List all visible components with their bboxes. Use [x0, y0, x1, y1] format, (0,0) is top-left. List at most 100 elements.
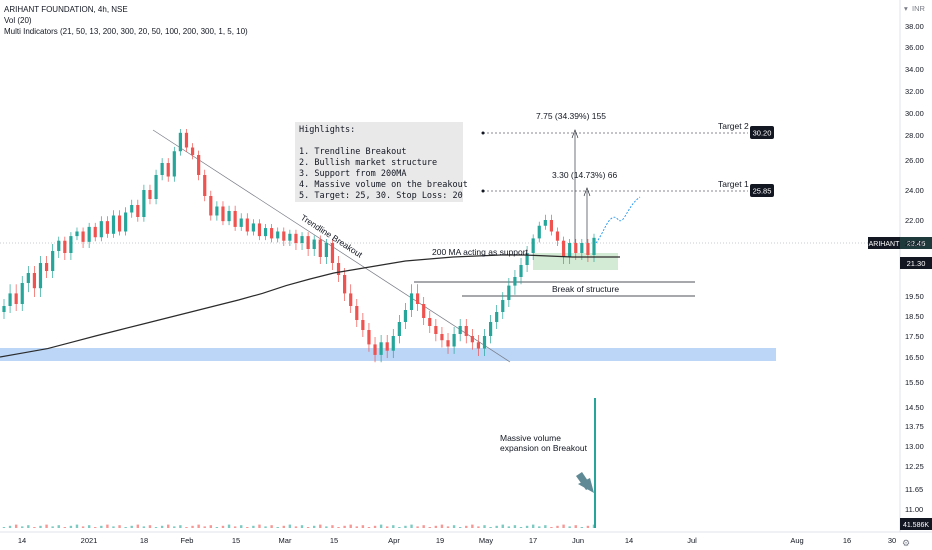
- candle-body: [209, 196, 213, 216]
- break-structure-label: Break of structure: [552, 284, 619, 294]
- volume-bar: [197, 524, 200, 528]
- price-tick-label: 24.00: [905, 186, 924, 195]
- candle-body: [397, 322, 401, 336]
- highlight-item: 5. Target: 25, 30. Stop Loss: 20: [299, 191, 463, 201]
- currency-dropdown-icon[interactable]: ▾: [904, 4, 908, 13]
- candle-body: [537, 225, 541, 239]
- candle-body: [373, 344, 377, 355]
- volume-bar: [179, 525, 182, 528]
- volume-bar: [142, 526, 146, 528]
- volume-bar: [112, 526, 115, 528]
- volume-bar: [173, 526, 176, 528]
- volume-bar: [136, 524, 140, 528]
- volume-bar: [221, 525, 225, 528]
- candle-body: [464, 326, 468, 336]
- time-tick-label: Feb: [181, 536, 194, 545]
- target1-measure-text: 3.30 (14.73%) 66: [552, 170, 617, 180]
- time-tick-label: 18: [140, 536, 148, 545]
- candle-body: [349, 293, 353, 306]
- volume-bar: [33, 527, 36, 528]
- candle-body: [105, 221, 110, 234]
- candle-body: [385, 342, 389, 351]
- volume-bar: [2, 527, 6, 528]
- volume-bar: [203, 526, 206, 528]
- time-axis[interactable]: 14 2021 18 Feb 15 Mar 15 Apr 19 May 17 Jun 14 Jul Aug 1…: [18, 536, 896, 545]
- volume-bar: [124, 527, 127, 528]
- multi-indicators-label[interactable]: Multi Indicators (21, 50, 13, 200, 300, …: [4, 27, 248, 36]
- volume-bar: [343, 525, 346, 528]
- price-tick-label: 26.00: [905, 156, 924, 165]
- volume-bar: [288, 524, 292, 528]
- candle-body: [519, 265, 523, 277]
- candle-body: [470, 336, 474, 343]
- candle-body: [227, 211, 231, 222]
- volume-indicator-label[interactable]: Vol (20): [4, 16, 32, 25]
- candle-body: [531, 238, 535, 253]
- time-tick-label: 16: [843, 536, 851, 545]
- chart-title: ARIHANT FOUNDATION, 4h, NSE: [4, 5, 128, 14]
- volume-bar: [398, 527, 401, 528]
- volume-arrow-head: [578, 478, 594, 493]
- volume-bar: [434, 525, 438, 528]
- volume-bar: [276, 527, 279, 528]
- highlights-box: Highlights: 1. Trendline Breakout 2. Bul…: [295, 122, 468, 202]
- candle-body: [482, 336, 487, 349]
- svg-text:30.20: 30.20: [753, 129, 772, 138]
- volume-bar: [319, 524, 322, 528]
- candle-body: [136, 205, 140, 217]
- symbol-price-tag[interactable]: ARIHANT 22.45: [868, 237, 932, 249]
- target2-start-dot: [481, 131, 485, 135]
- candle-body: [452, 334, 456, 347]
- volume-bar: [574, 525, 577, 528]
- candle-body: [276, 231, 280, 239]
- price-tick-label: 11.65: [905, 485, 923, 494]
- candle-body: [440, 334, 444, 341]
- candle-body: [422, 304, 426, 318]
- target1-arrowhead: [583, 187, 591, 197]
- candle-body: [203, 175, 207, 196]
- price-tick-label: 19.50: [905, 292, 924, 301]
- volume-bar: [45, 524, 48, 528]
- candle-body: [543, 220, 547, 226]
- volume-bar: [471, 524, 474, 528]
- volume-bar: [300, 525, 304, 528]
- volume-bar: [94, 527, 97, 528]
- volume-bar: [57, 525, 60, 528]
- candle-body: [197, 155, 201, 175]
- volume-bar: [118, 525, 121, 528]
- settings-gear-icon[interactable]: ⚙: [902, 538, 910, 548]
- candle-body: [379, 342, 383, 355]
- volume-bar: [513, 525, 517, 528]
- candle-body: [8, 293, 12, 306]
- candle-body: [343, 275, 347, 294]
- time-tick-label: Aug: [790, 536, 803, 545]
- volume-bar: [404, 525, 407, 528]
- volume-bar: [130, 525, 133, 528]
- candle-body: [233, 211, 237, 227]
- highlight-item: 1. Trendline Breakout: [299, 147, 407, 157]
- candle-body: [93, 226, 97, 238]
- volume-bar: [252, 525, 255, 528]
- candle-body: [245, 218, 249, 232]
- price-tick-label: 14.50: [905, 403, 924, 412]
- candle-body: [154, 175, 158, 199]
- volume-bar: [337, 527, 340, 528]
- time-tick-label: May: [479, 536, 493, 545]
- svg-text:41.586K: 41.586K: [903, 522, 929, 529]
- candle-body: [190, 147, 195, 155]
- volume-bar: [264, 526, 267, 528]
- volume-note-line1: Massive volume: [500, 433, 561, 443]
- price-tick-label: 12.25: [905, 462, 924, 471]
- candle-body: [130, 205, 134, 213]
- volume-bar: [550, 527, 553, 528]
- volume-bar: [416, 526, 419, 528]
- price-axis[interactable]: 38.00 36.00 34.00 32.00 30.00 28.00 26.00 24.00…: [905, 22, 924, 514]
- volume-bar: [373, 525, 377, 528]
- price-tick-label: 17.50: [905, 332, 924, 341]
- candle-body: [26, 273, 30, 283]
- candle-body: [586, 243, 590, 255]
- candle-body: [403, 310, 408, 322]
- candle-body: [32, 273, 37, 289]
- candle-body: [221, 206, 225, 222]
